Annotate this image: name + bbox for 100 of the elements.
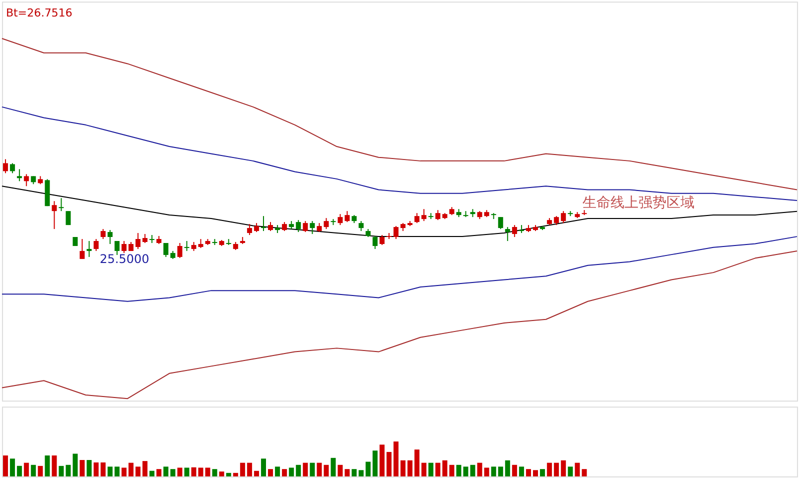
candlestick (498, 216, 504, 230)
bar (532, 470, 538, 476)
bar (512, 464, 518, 476)
candlestick (184, 240, 190, 252)
bar (338, 464, 343, 476)
bar (428, 462, 434, 476)
bar (470, 464, 476, 476)
candlestick (122, 240, 127, 254)
candlestick (114, 240, 120, 256)
annotation: 25.5000 (100, 252, 150, 266)
candlestick (135, 232, 140, 250)
bar (324, 464, 329, 476)
candlestick (16, 168, 22, 182)
candlestick (66, 210, 71, 226)
candlestick (380, 234, 385, 246)
bar (582, 469, 587, 476)
candlestick (10, 162, 15, 174)
bar (94, 462, 99, 476)
bar (352, 469, 357, 476)
bar (477, 462, 482, 476)
bar (554, 462, 559, 476)
bar (66, 464, 71, 476)
bar (574, 462, 580, 476)
candlestick (414, 212, 420, 224)
candlestick (358, 220, 364, 232)
bar (38, 466, 43, 476)
bar (184, 468, 190, 476)
bar (86, 460, 92, 476)
bar (435, 462, 440, 476)
candlestick (302, 220, 308, 233)
bar (44, 455, 50, 476)
bar (268, 469, 273, 476)
bar (261, 458, 266, 476)
bar (400, 460, 406, 476)
bar (274, 466, 280, 476)
candlestick (261, 216, 266, 232)
bar (302, 462, 308, 476)
bar (212, 469, 218, 476)
candlestick (372, 236, 378, 250)
bar (316, 462, 322, 476)
bar (498, 466, 504, 476)
bar (52, 455, 57, 476)
bar (546, 462, 552, 476)
candlestick (86, 240, 92, 258)
candlestick (560, 210, 566, 224)
bar (282, 469, 287, 476)
bar (463, 466, 468, 476)
bar (254, 470, 260, 476)
bar (2, 455, 8, 476)
bar (519, 466, 524, 476)
bar (156, 469, 162, 476)
bar (394, 441, 399, 476)
bar (24, 462, 29, 476)
bar (540, 469, 545, 476)
candlestick (421, 208, 426, 222)
bar (247, 462, 252, 476)
bar (191, 467, 196, 476)
candlestick (435, 210, 440, 221)
bar (526, 469, 532, 476)
bar (240, 462, 246, 476)
candlestick (163, 242, 168, 258)
bar (226, 472, 232, 476)
bar (560, 460, 566, 476)
candlestick (324, 218, 329, 230)
bar (366, 462, 371, 476)
bar (414, 450, 420, 476)
candlestick (247, 224, 252, 236)
candlestick (100, 228, 106, 240)
text: Bt=26.7516 (6, 6, 72, 20)
bar (310, 462, 315, 476)
candlestick (52, 200, 57, 230)
bar (198, 468, 204, 476)
candlestick (512, 224, 518, 238)
bar (142, 461, 148, 476)
bar (205, 468, 210, 476)
bar (72, 454, 78, 476)
bar (491, 466, 496, 476)
bar (108, 466, 113, 476)
bar (30, 464, 36, 476)
bar (163, 466, 168, 476)
bar (505, 460, 510, 476)
bar (80, 460, 85, 476)
bar (449, 464, 454, 476)
bar (421, 462, 426, 476)
candlestick (344, 210, 350, 223)
bar (442, 460, 448, 476)
annotation: 生命线上强势区域 (582, 195, 695, 212)
candlestick (2, 158, 8, 174)
bar (114, 466, 120, 476)
bar (380, 444, 385, 476)
bar (10, 458, 15, 476)
bar (288, 468, 294, 476)
candlestick (94, 238, 99, 252)
bar (219, 472, 224, 476)
candlestick (58, 198, 64, 212)
candlestick (296, 220, 301, 233)
bar (358, 470, 364, 476)
bar (330, 458, 336, 476)
candlestick (177, 242, 182, 258)
bar (456, 464, 462, 476)
